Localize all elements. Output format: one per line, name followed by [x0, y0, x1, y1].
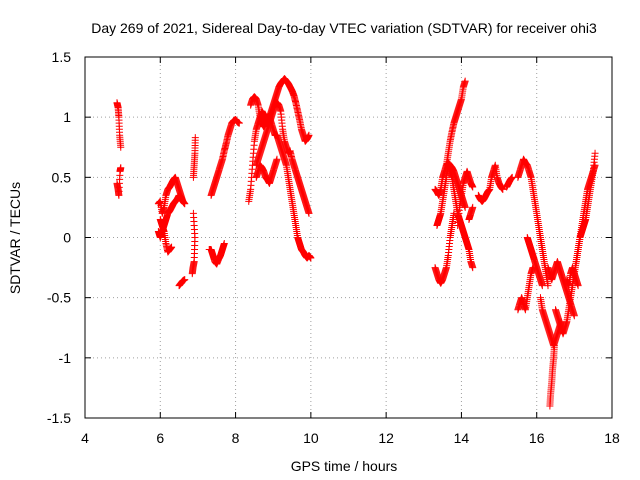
y-tick-label: 0.5 [52, 169, 72, 185]
data-point [591, 149, 599, 157]
data-point [538, 282, 546, 290]
data-point [550, 342, 558, 350]
data-point [117, 164, 125, 172]
data-point [461, 77, 469, 85]
series-s25 [523, 234, 546, 290]
x-tick-label: 14 [454, 430, 470, 446]
series-s30 [563, 264, 582, 290]
series-s20 [465, 203, 477, 223]
data-point [469, 203, 477, 211]
series-s6 [175, 276, 189, 290]
x-tick-label: 4 [81, 430, 89, 446]
y-tick-labels: -1.5 -1 -0.5 0 0.5 1 1.5 [47, 49, 71, 426]
data-point [189, 209, 197, 217]
data-point [273, 155, 281, 163]
y-tick-label: 1.5 [52, 49, 72, 65]
y-tick-label: 0 [63, 230, 71, 246]
data-point [220, 240, 228, 248]
x-tick-label: 8 [232, 430, 240, 446]
data-point [570, 312, 578, 320]
series-s31 [572, 149, 599, 266]
series-s9 [205, 240, 228, 268]
series-s21 [474, 161, 507, 205]
data-point [499, 185, 507, 193]
y-tick-label: 1 [63, 109, 71, 125]
x-tick-label: 12 [378, 430, 394, 446]
data-point [469, 183, 477, 191]
data-point [305, 209, 313, 217]
series-s23 [514, 155, 552, 290]
data-point [168, 243, 176, 251]
data-point [574, 282, 582, 290]
series-s17 [433, 161, 477, 272]
data-point [307, 254, 315, 262]
data-point [191, 134, 199, 142]
series-s15 [431, 209, 458, 287]
data-point [117, 143, 125, 151]
x-tick-label: 6 [156, 430, 164, 446]
x-tick-labels: 4 6 8 10 12 14 16 18 [81, 430, 620, 446]
data-point [469, 264, 477, 272]
series-s22 [503, 173, 516, 191]
data-points [113, 75, 599, 410]
y-tick-label: -1.5 [47, 410, 71, 426]
series-s27 [546, 342, 558, 410]
y-tick-label: -0.5 [47, 290, 71, 306]
series-s2 [113, 164, 125, 199]
series-s24 [514, 264, 537, 314]
series-s13 [252, 99, 313, 217]
series-s26 [536, 294, 565, 350]
data-point [181, 200, 189, 208]
x-axis-label: GPS time / hours [291, 458, 398, 474]
series-s7 [188, 209, 199, 278]
chart-title: Day 269 of 2021, Sidereal Day-to-day VTE… [91, 20, 597, 36]
series-s10 [207, 116, 243, 199]
data-point [305, 131, 313, 139]
series-s19 [454, 167, 477, 229]
data-point [235, 119, 243, 127]
series-s5 [156, 215, 176, 256]
series-s18 [442, 77, 469, 169]
data-point [181, 276, 189, 284]
series-s8 [189, 134, 199, 181]
series-s1 [113, 99, 125, 151]
x-tick-label: 16 [529, 430, 545, 446]
x-tick-label: 10 [303, 430, 319, 446]
y-tick-label: -1 [59, 350, 72, 366]
x-tick-label: 18 [604, 430, 620, 446]
series-s14 [252, 155, 281, 187]
y-axis-label: SDTVAR / TECUs [7, 182, 23, 294]
axis-ticks [84, 56, 613, 419]
